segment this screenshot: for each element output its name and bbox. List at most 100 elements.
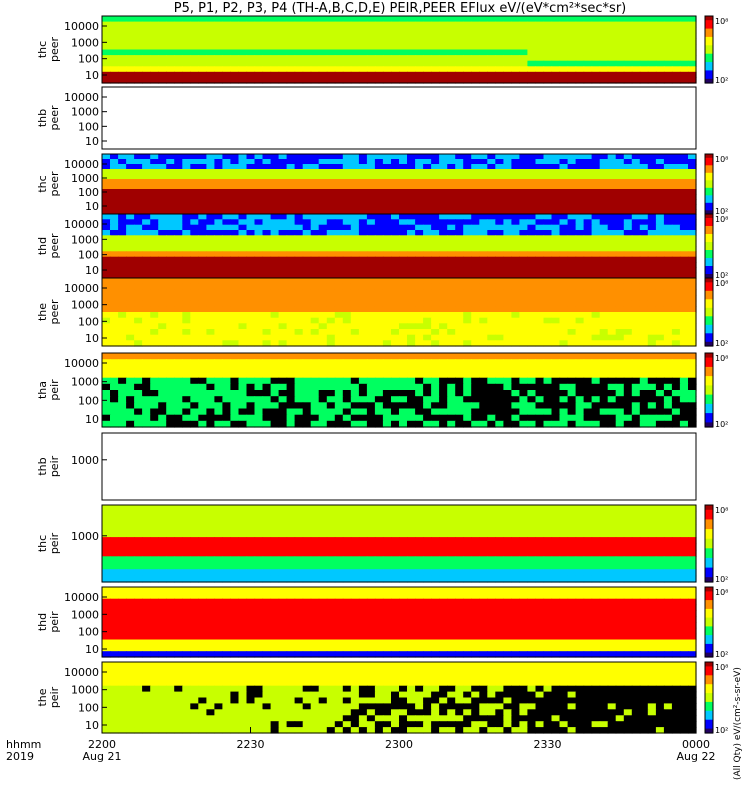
heatmap-cell — [134, 199, 143, 205]
heatmap-cell — [615, 219, 625, 226]
heatmap-cell — [334, 77, 344, 84]
heatmap-cell — [679, 517, 689, 525]
heatmap-cell — [126, 317, 135, 324]
heatmap-cell — [688, 204, 697, 210]
heatmap-cell — [270, 300, 280, 307]
heatmap-cell — [559, 184, 569, 190]
heatmap-cell — [142, 16, 151, 23]
heatmap-cell — [102, 209, 111, 215]
colorbar-segment — [705, 36, 713, 42]
heatmap-cell — [382, 340, 392, 347]
heatmap-cell — [688, 329, 697, 336]
heatmap-cell — [230, 262, 239, 268]
heatmap-cell — [503, 323, 512, 330]
heatmap-cell — [230, 359, 239, 366]
heatmap-cell — [423, 289, 432, 296]
heatmap-cell — [110, 289, 119, 296]
heatmap-cell — [238, 377, 248, 385]
heatmap-cell — [150, 169, 159, 175]
heatmap-cell — [310, 295, 320, 302]
heatmap-cell — [455, 283, 464, 290]
heatmap-cell — [511, 256, 520, 263]
heatmap-cell — [222, 289, 231, 296]
heatmap-cell — [326, 300, 336, 307]
heatmap-cell — [615, 420, 625, 428]
heatmap-cell — [503, 21, 512, 28]
heatmap-cell — [567, 402, 577, 410]
heatmap-cell — [198, 27, 207, 34]
heatmap-cell — [527, 353, 536, 360]
heatmap-cell — [318, 60, 328, 67]
heatmap-cell — [206, 164, 215, 170]
heatmap-cell — [447, 246, 456, 252]
heatmap-cell — [431, 511, 440, 519]
heatmap-cell — [463, 219, 472, 226]
heatmap-cell — [222, 21, 231, 28]
heatmap-cell — [431, 359, 440, 366]
heatmap-cell — [102, 164, 111, 170]
heatmap-cell — [391, 289, 400, 296]
heatmap-cell — [102, 537, 111, 545]
heatmap-cell — [423, 189, 432, 195]
heatmap-cell — [230, 194, 239, 200]
heatmap-cell — [334, 505, 344, 512]
heatmap-cell — [182, 272, 191, 279]
heatmap-cell — [439, 420, 448, 428]
heatmap-cell — [607, 267, 617, 274]
heatmap-cell — [423, 66, 432, 73]
heatmap-cell — [366, 204, 376, 210]
heatmap-cell — [471, 164, 480, 170]
heatmap-cell — [382, 219, 392, 226]
heatmap-cell — [527, 289, 536, 296]
heatmap-cell — [166, 219, 175, 226]
heatmap-cell — [278, 505, 288, 512]
heatmap-cell — [374, 262, 384, 268]
heatmap-cell — [688, 272, 697, 279]
heatmap-cell — [679, 27, 689, 34]
heatmap-cell — [110, 60, 119, 67]
colorbar-segment — [705, 32, 713, 38]
heatmap-cell — [591, 283, 601, 290]
heatmap-cell — [110, 402, 119, 410]
heatmap-cell — [511, 272, 520, 279]
heatmap-cell — [206, 383, 215, 391]
heatmap-cell — [583, 49, 593, 56]
colorbar-segment — [705, 329, 713, 334]
heatmap-cell — [318, 517, 328, 525]
heatmap-cell — [463, 21, 472, 28]
heatmap-cell — [310, 511, 320, 519]
heatmap-cell — [431, 317, 440, 324]
heatmap-cell — [591, 169, 601, 175]
heatmap-cell — [647, 524, 657, 532]
heatmap-cell — [182, 60, 191, 67]
heatmap-cell — [150, 71, 159, 78]
heatmap-cell — [463, 159, 472, 165]
heatmap-cell — [495, 189, 504, 195]
heatmap-cell — [286, 329, 296, 336]
heatmap-cell — [222, 505, 231, 512]
heatmap-cell — [599, 517, 609, 525]
heatmap-cell — [471, 256, 480, 263]
heatmap-cell — [679, 283, 689, 290]
heatmap-cell — [679, 230, 689, 236]
heatmap-cell — [382, 49, 392, 56]
heatmap-cell — [126, 537, 135, 545]
heatmap-cell — [623, 230, 633, 236]
heatmap-cell — [503, 224, 512, 231]
heatmap-cell — [551, 224, 561, 231]
heatmap-cell — [286, 32, 296, 39]
heatmap-cell — [294, 16, 304, 23]
heatmap-cell — [647, 16, 657, 23]
heatmap-cell — [399, 524, 408, 532]
heatmap-cell — [631, 505, 641, 512]
heatmap-cell — [511, 383, 520, 391]
heatmap-cell — [567, 272, 577, 279]
heatmap-cell — [688, 214, 697, 220]
heatmap-cell — [262, 329, 272, 336]
heatmap-cell — [575, 66, 585, 73]
heatmap-cell — [230, 43, 239, 51]
heatmap-cell — [238, 371, 248, 379]
heatmap-cell — [511, 66, 520, 73]
heatmap-cell — [439, 267, 448, 274]
heatmap-cell — [302, 209, 312, 215]
